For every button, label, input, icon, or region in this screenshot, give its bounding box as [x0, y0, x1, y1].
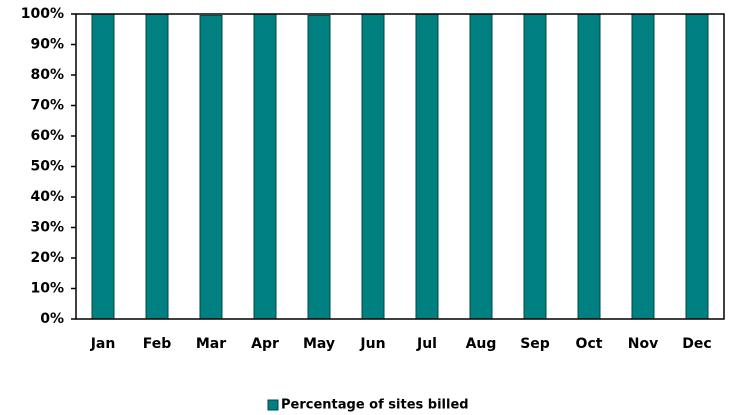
plot-border [75, 13, 725, 320]
y-tick-label: 0% [40, 311, 64, 327]
bar [91, 13, 115, 320]
x-tick-label: Oct [576, 336, 603, 352]
x-tick-label: Dec [682, 336, 711, 352]
legend-swatch [267, 399, 279, 411]
x-tick-label: Apr [251, 336, 279, 352]
y-tick-label: 60% [30, 128, 64, 144]
y-tick-label: 70% [30, 98, 64, 114]
y-tick-label: 50% [30, 159, 64, 175]
y-tick-label: 10% [30, 281, 64, 297]
bar [685, 13, 709, 320]
x-tick-label: Jan [90, 336, 116, 352]
x-tick-label: May [303, 336, 335, 352]
x-tick-label: Jun [359, 336, 385, 352]
x-tick-label: Nov [628, 336, 658, 352]
y-tick-label: 40% [30, 189, 64, 205]
bar [253, 13, 277, 320]
y-tick-label: 30% [30, 220, 64, 236]
bar [631, 13, 655, 320]
bar [361, 13, 385, 320]
bar [307, 15, 331, 320]
x-tick-label: Feb [143, 336, 172, 352]
bar [199, 15, 223, 320]
y-tick-label: 100% [21, 6, 64, 22]
y-tick-label: 20% [30, 250, 64, 266]
bar [577, 13, 601, 320]
x-tick-label: Aug [466, 336, 497, 352]
bar [523, 13, 547, 320]
bar [469, 13, 493, 320]
y-tick-label: 90% [30, 37, 64, 53]
bar [145, 13, 169, 320]
x-tick-label: Sep [520, 336, 550, 352]
x-tick-label: Mar [196, 336, 226, 352]
legend-label: Percentage of sites billed [281, 398, 469, 413]
x-tick-label: Jul [416, 336, 437, 352]
bar [415, 13, 439, 320]
y-tick-label: 80% [30, 67, 64, 83]
